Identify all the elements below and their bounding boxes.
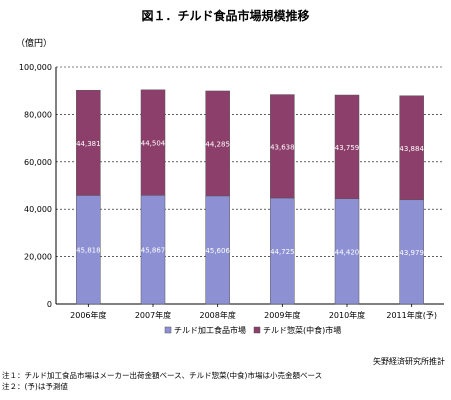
x-tick-label: 2010年度 bbox=[329, 310, 365, 320]
x-tick-label: 2006年度 bbox=[70, 310, 106, 320]
x-tick-label: 2009年度 bbox=[264, 310, 300, 320]
chart-title: 図１．チルド食品市場規模推移 bbox=[141, 9, 310, 23]
y-tick-label: 20,000 bbox=[24, 253, 52, 262]
legend-swatch bbox=[164, 326, 172, 334]
legend-label: チルド惣菜(中食)市場 bbox=[263, 325, 341, 335]
bar-value-label: 44,285 bbox=[205, 140, 230, 148]
y-tick-label: 100,000 bbox=[19, 63, 52, 72]
bar-segment-processed-foods bbox=[334, 198, 360, 305]
bar-value-label: 45,606 bbox=[205, 247, 230, 255]
bar-value-label: 45,818 bbox=[76, 247, 101, 255]
bar-segment-deli bbox=[76, 89, 101, 196]
bar-value-label: 44,420 bbox=[335, 248, 360, 256]
bar-segment-deli bbox=[140, 89, 166, 196]
x-tick-label: 2011年度(予) bbox=[386, 310, 437, 320]
bar-value-label: 43,638 bbox=[270, 143, 295, 151]
legend-label: チルド加工食品市場 bbox=[174, 325, 246, 335]
bar-value-label: 44,381 bbox=[76, 140, 101, 148]
footnote-1: 注１：チルド加工食品市場はメーカー出荷金額ベース、チルド惣菜(中食)市場は小売金… bbox=[2, 371, 323, 380]
bar-segment-deli bbox=[205, 90, 230, 197]
bar-segment-processed-foods bbox=[140, 195, 166, 305]
bar-value-label: 45,867 bbox=[141, 247, 166, 255]
y-tick-label: 0 bbox=[47, 300, 52, 309]
bar-segment-processed-foods bbox=[76, 195, 101, 305]
x-tick-label: 2007年度 bbox=[135, 310, 171, 320]
bar-value-label: 44,725 bbox=[270, 248, 295, 256]
bar-segment-deli bbox=[334, 94, 360, 199]
bar-value-label: 43,884 bbox=[399, 145, 424, 153]
bar-segment-deli bbox=[270, 94, 295, 199]
bar-value-label: 43,979 bbox=[399, 249, 424, 257]
bar-segment-processed-foods bbox=[399, 199, 424, 305]
y-tick-label: 60,000 bbox=[24, 158, 52, 167]
y-tick-label: 80,000 bbox=[24, 110, 52, 119]
bar-segment-deli bbox=[399, 95, 424, 201]
source-note: 矢野経済研究所推計 bbox=[373, 357, 445, 366]
footnotes: 注１：チルド加工食品市場はメーカー出荷金額ベース、チルド惣菜(中食)市場は小売金… bbox=[2, 370, 322, 392]
bar-value-label: 44,504 bbox=[141, 140, 166, 148]
footnote-2: 注２：(予)は予測値 bbox=[2, 382, 68, 391]
x-tick-label: 2008年度 bbox=[199, 310, 235, 320]
y-tick-label: 40,000 bbox=[24, 205, 52, 214]
bar-value-label: 43,759 bbox=[335, 144, 360, 152]
legend-swatch bbox=[253, 326, 261, 334]
y-axis-unit-label: （億円） bbox=[16, 39, 53, 49]
